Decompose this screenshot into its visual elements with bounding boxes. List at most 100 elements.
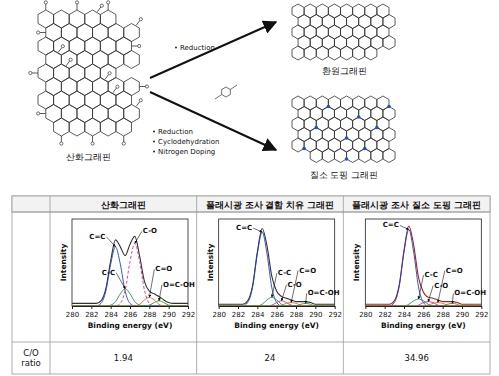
hexagon bbox=[365, 46, 377, 60]
oxygen-atom bbox=[69, 58, 72, 61]
x-tick: 284 bbox=[251, 306, 265, 319]
series-line bbox=[219, 297, 335, 306]
tick-label: 284 bbox=[398, 311, 412, 319]
x-tick: 282 bbox=[85, 306, 98, 319]
tick-label: 282 bbox=[85, 311, 98, 319]
bond bbox=[113, 88, 117, 93]
peak-label: C-C bbox=[278, 269, 291, 277]
n-doped-graphene-sheet bbox=[292, 96, 395, 163]
tick-label: 290 bbox=[309, 311, 322, 319]
hexagon bbox=[100, 118, 116, 136]
peak-label: C-O bbox=[143, 227, 157, 235]
x-tick: 282 bbox=[378, 306, 391, 319]
hexagon bbox=[310, 149, 322, 163]
hexagon bbox=[85, 118, 101, 136]
hexagon bbox=[124, 51, 140, 69]
tick-mark bbox=[365, 306, 366, 309]
x-tick: 292 bbox=[182, 306, 195, 319]
tick-mark bbox=[219, 306, 220, 309]
peak-arrow bbox=[149, 269, 154, 297]
bond bbox=[230, 85, 237, 90]
row-line bbox=[12, 212, 490, 213]
x-axis-title: Binding energy (eV) bbox=[88, 321, 173, 330]
oxygen-atom bbox=[29, 71, 32, 74]
bond bbox=[132, 46, 138, 47]
bond bbox=[105, 75, 109, 80]
tick-label: 282 bbox=[378, 311, 391, 319]
x-tick: 288 bbox=[436, 306, 449, 319]
tick-label: 286 bbox=[270, 311, 284, 319]
series-line bbox=[219, 301, 335, 306]
peak-arrow bbox=[291, 271, 298, 303]
nitrogen-atom bbox=[375, 126, 379, 130]
nitrogen-atom bbox=[302, 147, 306, 151]
oxygen-atom bbox=[108, 72, 111, 75]
tick-label: 288 bbox=[143, 311, 156, 319]
bond bbox=[32, 73, 38, 74]
ring bbox=[222, 87, 231, 97]
series-line bbox=[72, 297, 188, 306]
tick-mark bbox=[188, 306, 189, 309]
oxygen-atom bbox=[107, 1, 110, 4]
oxygen-atom bbox=[122, 142, 125, 145]
peak-arrow bbox=[452, 293, 453, 303]
hexagon bbox=[292, 138, 304, 152]
x-tick: 290 bbox=[309, 306, 322, 319]
chart: 280282284286288290292Binding energy (eV)… bbox=[59, 219, 195, 330]
x-tick: 286 bbox=[417, 306, 431, 319]
bond bbox=[97, 7, 101, 12]
table-border bbox=[12, 196, 490, 374]
product-label: 환원그래핀 bbox=[322, 66, 367, 76]
x-tick: 282 bbox=[232, 306, 245, 319]
peak-arrow bbox=[419, 275, 424, 299]
x-tick: 286 bbox=[270, 306, 284, 319]
peak-arrow bbox=[400, 225, 409, 229]
background bbox=[0, 0, 499, 376]
nitrogen-atom bbox=[357, 115, 361, 119]
step-label: Reduction bbox=[158, 128, 193, 136]
oxygen-atom bbox=[37, 31, 40, 34]
oxygen-atom bbox=[100, 4, 103, 7]
oxygen-atom bbox=[91, 142, 94, 145]
nitrogen-atom bbox=[314, 126, 318, 130]
peak-label: C=O bbox=[155, 265, 172, 273]
oxygen-atom bbox=[75, 1, 78, 4]
oxygen-atom bbox=[60, 142, 63, 145]
bond bbox=[136, 102, 140, 107]
peak-label: C=O bbox=[299, 267, 316, 275]
y-axis-title: Intensity bbox=[352, 244, 361, 282]
step-label: Cyclodehydration bbox=[158, 138, 219, 146]
bond bbox=[123, 136, 124, 142]
tick-label: 292 bbox=[182, 311, 195, 319]
peak-arrow bbox=[282, 285, 287, 301]
tick-label: 284 bbox=[251, 311, 265, 319]
bullet bbox=[153, 131, 155, 133]
nitrogen-atom bbox=[327, 105, 331, 109]
nitrogen-atom bbox=[345, 157, 349, 161]
tick-label: 288 bbox=[290, 311, 303, 319]
nitrogen-atom bbox=[363, 147, 367, 151]
annotations: C=CC-CC-OC=OO=C-OH bbox=[236, 224, 340, 303]
tick-mark bbox=[404, 306, 405, 309]
hexagon bbox=[334, 149, 346, 163]
series-line bbox=[365, 303, 481, 306]
nitrogen-atom bbox=[387, 105, 391, 109]
oxygen-atom bbox=[138, 44, 141, 47]
column-line bbox=[50, 196, 51, 374]
bond bbox=[40, 32, 46, 33]
tick-label: 282 bbox=[232, 311, 245, 319]
bond bbox=[61, 136, 62, 142]
reagent-icon bbox=[215, 85, 237, 99]
tick-mark bbox=[111, 306, 112, 309]
tick-label: 286 bbox=[124, 311, 138, 319]
peak-arrow bbox=[428, 286, 433, 302]
x-axis-title: Binding energy (eV) bbox=[234, 321, 319, 330]
hexagon bbox=[322, 149, 334, 163]
y-axis-title: Intensity bbox=[59, 244, 68, 282]
tick-mark bbox=[130, 306, 131, 309]
tick-mark bbox=[257, 306, 258, 309]
hexagon bbox=[304, 46, 316, 60]
bond bbox=[108, 4, 109, 10]
x-tick: 280 bbox=[359, 306, 372, 319]
x-tick: 290 bbox=[456, 306, 469, 319]
